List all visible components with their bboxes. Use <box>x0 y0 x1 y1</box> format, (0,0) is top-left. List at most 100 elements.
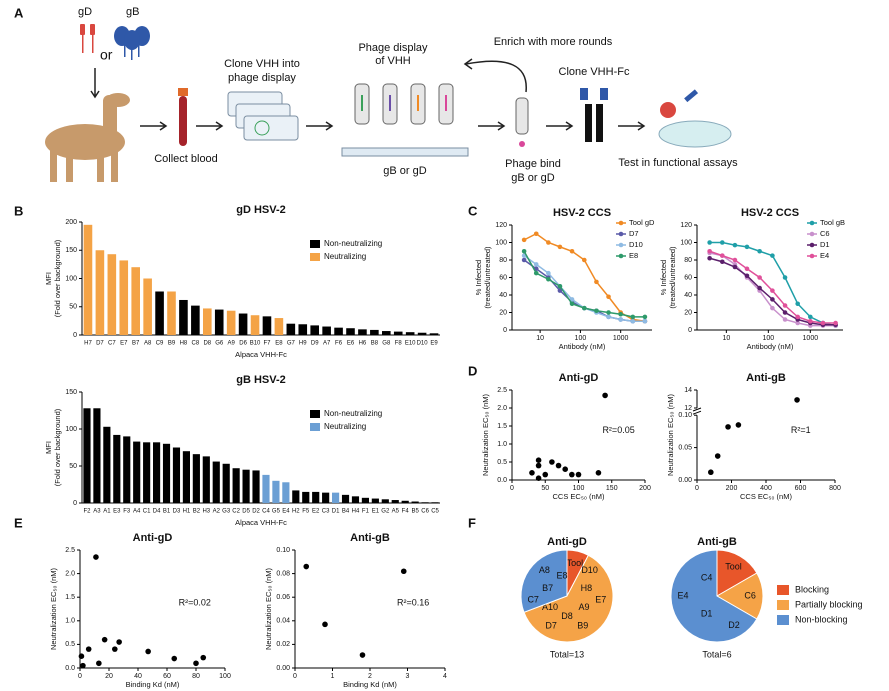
data-point <box>582 305 587 311</box>
data-point <box>732 264 738 270</box>
bar <box>411 501 419 503</box>
data-point <box>770 305 775 311</box>
x-tick-label: 0 <box>78 673 82 680</box>
data-point <box>569 471 575 478</box>
pie-slice <box>716 572 764 620</box>
x-tick-label: 2 <box>368 673 372 680</box>
x-tick-label: 200 <box>639 485 651 492</box>
data-point <box>145 648 151 655</box>
shape <box>66 150 73 182</box>
data-point <box>535 462 542 469</box>
data-point <box>782 275 788 280</box>
data-point <box>116 639 122 645</box>
data-point <box>193 660 199 667</box>
bar <box>262 474 270 503</box>
x-tick-label: D1 <box>332 509 340 515</box>
x-tick-label: B10 <box>250 341 261 347</box>
shape <box>106 93 130 107</box>
bar <box>133 441 141 503</box>
bar <box>361 497 369 503</box>
y-tick-label: 200 <box>65 219 77 226</box>
arrow <box>618 121 646 131</box>
x-tick-label: G6 <box>215 341 224 347</box>
x-tick-label: D4 <box>153 509 161 515</box>
data-point <box>521 257 527 263</box>
x-tick-label: F6 <box>335 341 343 347</box>
data-point <box>322 621 328 628</box>
data-point <box>101 636 108 643</box>
data-point <box>80 662 86 669</box>
x-tick-label: E1 <box>372 509 380 515</box>
slice-label: D10 <box>581 565 598 575</box>
y-tick-label: 150 <box>65 389 77 396</box>
data-point <box>714 453 721 459</box>
data-point <box>770 297 775 302</box>
pie-slice <box>716 549 758 597</box>
x-tick-label: A4 <box>133 509 141 515</box>
x-tick-label: H7 <box>84 341 92 347</box>
legend-label: Tool gB <box>820 218 845 227</box>
plate-surface <box>341 147 469 157</box>
x-tick-label: 100 <box>219 673 231 680</box>
legend-marker <box>618 242 624 248</box>
x-tick-label: B4 <box>342 509 350 515</box>
series-line <box>523 255 645 322</box>
legend-marker <box>809 253 815 259</box>
y-tick-label: 60 <box>499 274 507 281</box>
chart-title: Anti-gB <box>746 372 786 384</box>
x-tick-label: F8 <box>395 341 403 347</box>
label: Phage display <box>358 42 428 54</box>
data-point <box>569 301 575 307</box>
x-tick-label: D7 <box>96 341 104 347</box>
x-tick-label: 50 <box>541 485 549 492</box>
data-point <box>555 462 562 469</box>
shape <box>50 150 57 182</box>
data-point <box>533 270 539 276</box>
y-tick-label: 2.5 <box>65 547 75 554</box>
x-tick-label: E9 <box>430 341 438 347</box>
data-point <box>719 240 725 245</box>
y-tick-label: 0.04 <box>276 618 290 625</box>
legend-label: D10 <box>629 240 643 249</box>
bar <box>107 254 117 335</box>
bar <box>202 456 210 503</box>
x-tick-label: E6 <box>347 341 355 347</box>
bar <box>393 331 403 335</box>
x-tick-label: B2 <box>193 509 201 515</box>
slice-label: C7 <box>527 594 539 604</box>
x-tick-label: B5 <box>411 509 419 515</box>
phage <box>515 97 529 135</box>
data-point <box>359 652 366 658</box>
legend-label: D1 <box>820 240 830 249</box>
legend-label: E4 <box>820 251 829 260</box>
slice-label: E4 <box>677 590 688 600</box>
bar <box>401 500 409 503</box>
y-tick-label: 0.10 <box>678 412 692 419</box>
x-tick-label: 10 <box>722 335 730 342</box>
vhh <box>361 95 363 111</box>
label: or <box>100 47 113 63</box>
label: Enrich with more rounds <box>494 36 613 48</box>
label: Collect blood <box>154 153 218 165</box>
data-point <box>618 317 623 322</box>
bar <box>252 470 260 503</box>
bar <box>214 309 224 335</box>
y-tick-label: 20 <box>499 309 507 316</box>
series-line <box>709 250 836 324</box>
x-tick-label: 0 <box>510 485 514 492</box>
bar <box>322 326 331 335</box>
x-tick-label: C1 <box>143 509 151 515</box>
tube-cap <box>178 88 188 96</box>
bar <box>272 480 280 503</box>
data-point <box>732 242 738 248</box>
y-tick-label: 60 <box>684 274 692 281</box>
bar <box>351 496 360 503</box>
x-tick-label: 600 <box>795 485 807 492</box>
y-tick-label: 1.5 <box>497 423 507 430</box>
shape <box>585 104 592 142</box>
bar <box>310 325 319 335</box>
y-tick-label: 0.06 <box>276 594 290 601</box>
legend-marker <box>809 220 815 226</box>
bar <box>155 291 164 335</box>
y-axis-label: Neutralization EC₅₀ (nM) <box>264 568 273 650</box>
